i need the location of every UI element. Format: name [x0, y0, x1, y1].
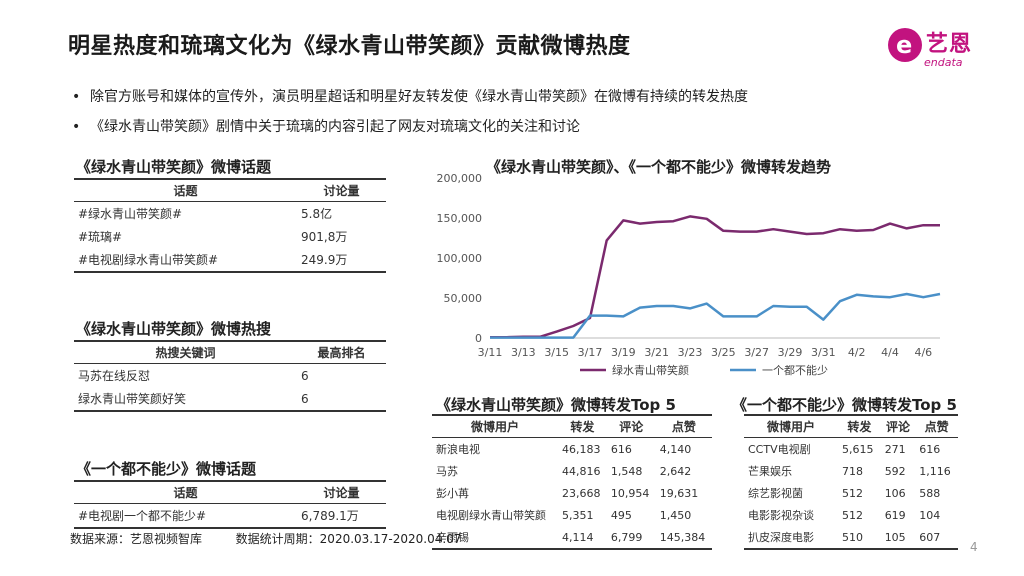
table-row: #绿水青山带笑颜# 5.8亿 [78, 207, 333, 221]
topics-table-title: 《绿水青山带笑颜》微博话题 [76, 158, 272, 176]
x-tick-label: 3/23 [678, 346, 703, 359]
chart-title: 《绿水青山带笑颜》、《一个都不能少》微博转发趋势 [486, 158, 832, 176]
table-header: 微博用户 [432, 414, 558, 438]
repost-top5-a-title: 《绿水青山带笑颜》微博转发Top 5 [436, 396, 676, 414]
data-period: 数据统计周期：2020.03.17-2020.04.07 [235, 532, 462, 546]
logo-cn-text: 艺恩 [926, 32, 973, 57]
x-tick-label: 3/29 [778, 346, 803, 359]
table-header: 话题 [74, 480, 297, 504]
table-row: 马苏在线反怼 6 [78, 368, 309, 384]
hot-search-table-title: 《绿水青山带笑颜》微博热搜 [76, 320, 272, 338]
table-header: 点赞 [915, 414, 958, 438]
x-tick-label: 3/21 [644, 346, 669, 359]
x-tick-label: 3/17 [578, 346, 603, 359]
y-tick-label: 100,000 [437, 252, 483, 265]
y-tick-label: 0 [475, 332, 482, 345]
table-header: 评论 [606, 414, 656, 438]
repost-top5-b-table: 微博用户 转发 评论 点赞 CCTV电视剧 5,615 271 616 芒果娱乐 718… [744, 414, 958, 550]
series-line-2 [490, 292, 941, 339]
x-tick-label: 4/4 [881, 346, 899, 359]
table-row: #琉璃# 901,8万 [78, 230, 348, 244]
y-tick-label: 50,000 [444, 292, 483, 305]
table-row: 马苏 44,816 1,548 2,642 [436, 464, 692, 479]
table-row: 芒果娱乐 718 592 1,116 [748, 464, 951, 479]
legend-label-2: 一个都不能少 [762, 363, 828, 377]
bullet-2: • 《绿水青山带笑颜》剧情中关于琉璃的内容引起了网友对琉璃文化的关注和讨论 [72, 119, 580, 135]
x-tick-label: 4/6 [914, 346, 932, 359]
series-line-1 [490, 215, 940, 339]
repost-top5-b-title: 《一个都不能少》微博转发Top 5 [732, 396, 957, 414]
x-tick-label: 3/13 [511, 346, 536, 359]
page-title: 明星热度和琉璃文化为《绿水青山带笑颜》贡献微博热度 [68, 34, 631, 59]
table-row: 绿水青山带笑颜好笑 6 [74, 387, 386, 412]
table-header: 转发 [838, 414, 881, 438]
table-row: #电视剧绿水青山带笑颜# 249.9万 [74, 248, 386, 273]
page-number: 4 [970, 540, 978, 554]
y-tick-label: 150,000 [437, 212, 483, 225]
x-tick-label: 4/2 [848, 346, 866, 359]
table-row: 综艺影视菌 512 106 588 [748, 486, 941, 501]
other-topics-table-title: 《一个都不能少》微博话题 [76, 460, 257, 478]
table-header: 讨论量 [297, 480, 386, 504]
logo-icon: e [888, 28, 922, 62]
table-row: 电影影视杂谈 512 619 104 [748, 508, 941, 523]
table-row: 扒皮深度电影 510 105 607 [744, 526, 958, 550]
x-tick-label: 3/15 [544, 346, 569, 359]
legend-label-1: 绿水青山带笑颜 [612, 363, 689, 377]
table-row: 辛雨锡 4,114 6,799 145,384 [432, 526, 712, 550]
table-header: 最高排名 [297, 340, 386, 364]
table-header: 热搜关键词 [74, 340, 297, 364]
x-tick-label: 3/31 [811, 346, 836, 359]
y-tick-label: 200,000 [437, 172, 483, 185]
table-header: 点赞 [655, 414, 712, 438]
table-header: 微博用户 [744, 414, 838, 438]
footer: 数据来源：艺恩视频智库 数据统计周期：2020.03.17-2020.04.07 [70, 530, 461, 547]
table-row: 电视剧绿水青山带笑颜 5,351 495 1,450 [436, 508, 692, 523]
table-row: CCTV电视剧 5,615 271 616 [748, 442, 941, 457]
x-tick-label: 3/25 [711, 346, 736, 359]
table-header: 评论 [880, 414, 916, 438]
other-topics-table: 话题 讨论量 #电视剧一个都不能少# 6,789.1万 [74, 480, 386, 529]
logo-en-text: endata [924, 56, 963, 69]
topics-table: 话题 讨论量 #绿水青山带笑颜# 5.8亿 #琉璃# 901,8万 #电视剧绿水青山带… [74, 178, 386, 273]
data-source: 数据来源：艺恩视频智库 [70, 532, 203, 546]
bullet-1: • 除官方账号和媒体的宣传外，演员明星超话和明星好友转发使《绿水青山带笑颜》在微博… [72, 89, 748, 105]
table-row: 新浪电视 46,183 616 4,140 [436, 442, 692, 457]
table-header: 转发 [558, 414, 607, 438]
table-header: 话题 [74, 178, 297, 202]
x-tick-label: 3/11 [478, 346, 503, 359]
table-header: 讨论量 [297, 178, 386, 202]
repost-top5-a-table: 微博用户 转发 评论 点赞 新浪电视 46,183 616 4,140 马苏 44,81… [432, 414, 712, 550]
hot-search-table: 热搜关键词 最高排名 马苏在线反怼 6 绿水青山带笑颜好笑 6 [74, 340, 386, 412]
line-chart: 0 50,000 100,000 150,000 200,000 3/11 3/13 3/15… [437, 172, 941, 377]
x-tick-label: 3/27 [744, 346, 769, 359]
brand-logo: e 艺恩 endata [888, 24, 998, 74]
x-tick-label: 3/19 [611, 346, 636, 359]
table-row: #电视剧一个都不能少# 6,789.1万 [74, 503, 386, 529]
table-row: 彭小苒 23,668 10,954 19,631 [436, 486, 699, 501]
